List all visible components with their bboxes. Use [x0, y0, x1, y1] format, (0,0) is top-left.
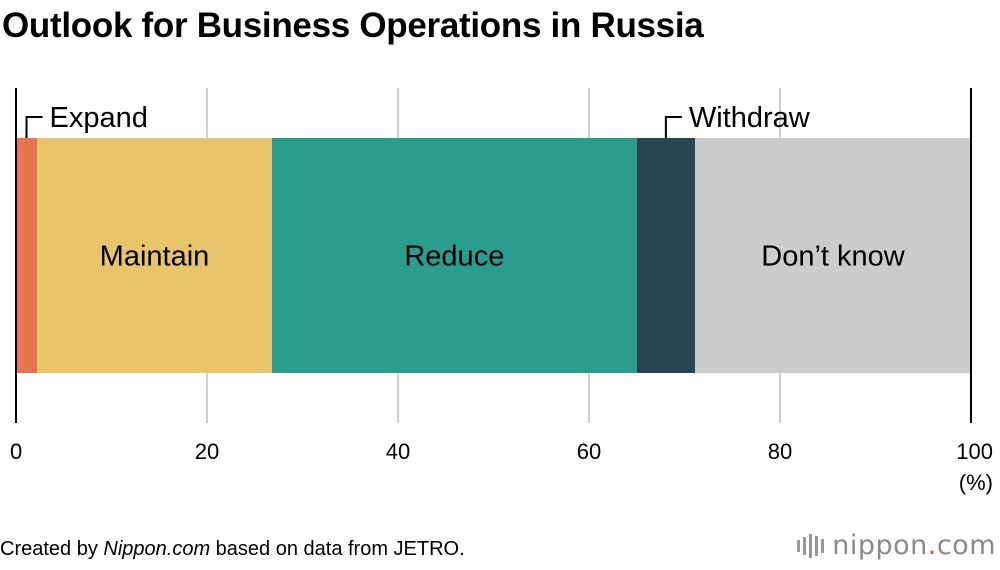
x-tick-label: 60 [577, 439, 601, 464]
source-prefix: Created by [0, 538, 104, 560]
bar-segment-withdraw [636, 138, 696, 373]
bar-segment-maintain [37, 138, 272, 373]
bar-segment-reduce [271, 138, 637, 373]
logo-text-suffix: com [936, 530, 996, 561]
stacked-bar-chart: Expand Maintain Reduce Withdraw Don’t know 0… [10, 88, 993, 495]
logo-text: nippon [832, 530, 928, 561]
callout-line-withdraw [664, 116, 682, 138]
nippon-logo: nippon.com [797, 530, 996, 561]
segment-label-don-t-know: Don’t know [761, 241, 906, 273]
x-tick-label: 0 [10, 439, 22, 464]
x-unit-label: (%) [959, 470, 993, 495]
x-tick-label: 80 [768, 439, 792, 464]
x-tick-label: 20 [195, 439, 219, 464]
x-tick-label: 40 [386, 439, 410, 464]
source-site: Nippon.com [103, 538, 211, 560]
logo-dot: . [927, 530, 937, 561]
source-suffix: based on data from JETRO. [210, 538, 465, 560]
segment-label-reduce: Reduce [404, 241, 504, 273]
bar-segment-don-t-know [695, 138, 971, 373]
bar-segment-expand [16, 138, 38, 373]
x-tick-label: 100 [956, 439, 993, 464]
segment-label-maintain: Maintain [100, 241, 210, 273]
chart-title: Outlook for Business Operations in Russi… [2, 6, 704, 45]
logo-mark-icon [797, 533, 825, 558]
segment-label-expand: Expand [50, 102, 148, 134]
callout-line-expand [25, 116, 43, 138]
source-note: Created by Nippon.com based on data from… [0, 538, 465, 561]
segment-label-withdraw: Withdraw [689, 102, 811, 134]
